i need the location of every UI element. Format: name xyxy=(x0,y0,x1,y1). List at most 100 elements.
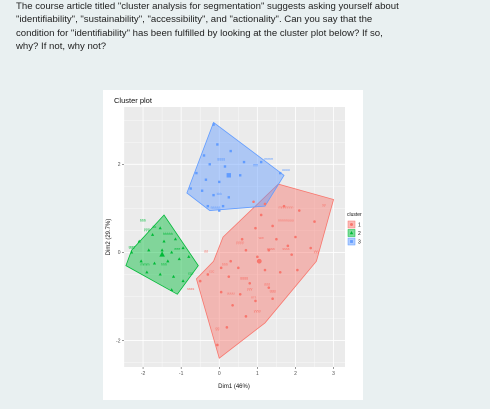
x-axis-label: Dim1 (46%) xyxy=(218,384,250,390)
data-point-cluster-2 xyxy=(181,246,185,250)
legend: cluster 1 2 3 xyxy=(347,212,362,246)
point-label: gggg xyxy=(217,157,225,161)
data-point-cluster-1 xyxy=(248,281,252,285)
data-point-cluster-1 xyxy=(227,275,231,278)
point-label: rrrr xyxy=(251,296,257,300)
data-point-cluster-1 xyxy=(271,297,274,300)
data-point-cluster-1 xyxy=(240,237,244,241)
point-label: ccc xyxy=(209,269,215,273)
question-line: The course article titled "cluster analy… xyxy=(16,1,399,12)
point-label: yyy xyxy=(314,249,320,253)
y-axis-label: Dim2 (29.7%) xyxy=(106,219,112,256)
point-label: mmm xyxy=(264,157,273,161)
data-point-cluster-1 xyxy=(282,204,286,208)
y-tick-label: 0 xyxy=(118,250,121,256)
question-line: why? If not, why not? xyxy=(16,40,107,52)
data-point-cluster-2 xyxy=(173,237,178,241)
data-point-cluster-1 xyxy=(286,244,290,248)
data-point-cluster-1 xyxy=(252,200,255,204)
data-point-cluster-2 xyxy=(170,250,174,254)
data-point-cluster-2 xyxy=(166,259,170,263)
data-point-cluster-3 xyxy=(221,204,225,208)
data-point-cluster-1 xyxy=(216,343,219,347)
data-point-cluster-2 xyxy=(158,272,162,276)
data-point-cluster-3 xyxy=(216,143,219,146)
centroid-cluster-1 xyxy=(256,258,262,264)
cluster-hull-3 xyxy=(186,121,285,211)
y-tick-label: -2 xyxy=(116,338,121,344)
data-point-cluster-2 xyxy=(137,239,141,243)
data-point-cluster-1 xyxy=(229,259,232,263)
point-label: bbb xyxy=(222,263,228,267)
question-line: condition for "identifiability" has been… xyxy=(16,27,383,39)
data-point-cluster-3 xyxy=(202,154,206,157)
point-label: ssss xyxy=(187,287,194,291)
point-label: fffff xyxy=(253,163,258,167)
data-point-cluster-3 xyxy=(195,171,198,175)
data-point-cluster-3 xyxy=(259,160,263,164)
data-point-cluster-1 xyxy=(238,292,242,296)
data-point-cluster-2 xyxy=(152,261,157,265)
y-tick-label: 2 xyxy=(118,162,121,168)
data-point-cluster-2 xyxy=(170,288,174,291)
data-point-cluster-3 xyxy=(239,174,242,177)
point-label: gg xyxy=(215,327,219,331)
data-point-cluster-2 xyxy=(130,250,134,254)
data-point-cluster-1 xyxy=(254,299,257,303)
data-point-cluster-1 xyxy=(254,226,257,230)
point-label: yyy xyxy=(247,287,253,291)
point-label: ww xyxy=(259,236,265,240)
plot-panel xyxy=(124,107,345,367)
data-point-cluster-1 xyxy=(263,268,267,272)
data-point-cluster-2 xyxy=(177,257,181,261)
legend-label-2: 2 xyxy=(358,231,361,237)
data-point-cluster-1 xyxy=(296,268,299,272)
legend-label-1: 1 xyxy=(358,223,361,229)
data-point-cluster-3 xyxy=(227,196,230,199)
data-point-cluster-1 xyxy=(294,235,297,239)
data-point-cluster-1 xyxy=(244,315,248,318)
legend-symbol-2 xyxy=(349,231,354,235)
data-point-cluster-2 xyxy=(187,255,191,258)
data-point-cluster-1 xyxy=(225,326,229,329)
legend-symbol-1 xyxy=(350,223,353,226)
data-point-cluster-3 xyxy=(200,189,204,192)
point-label: hhh xyxy=(161,263,167,267)
point-label: ssss xyxy=(282,247,289,251)
x-tick-label: -1 xyxy=(179,371,184,377)
data-point-cluster-1 xyxy=(267,248,271,252)
data-point-cluster-1 xyxy=(237,266,240,270)
data-point-cluster-1 xyxy=(271,224,274,228)
data-point-cluster-2 xyxy=(160,248,164,252)
data-point-cluster-1 xyxy=(267,286,271,289)
point-label: eee xyxy=(174,247,180,251)
point-label: aaaaa xyxy=(210,205,220,209)
data-point-cluster-1 xyxy=(290,253,293,256)
point-label: gggg xyxy=(240,276,248,280)
point-label: mmm xyxy=(140,263,149,267)
data-point-cluster-3 xyxy=(208,163,211,166)
data-point-cluster-1 xyxy=(231,304,234,307)
point-label: hhhhh xyxy=(163,232,173,236)
legend-symbol-3 xyxy=(350,240,353,243)
question-line: "identifiability", "sustainability", "ac… xyxy=(16,14,373,26)
cluster-plot-figure: Cluster plot mnnnnnn nnnnnooo pppp ww aaaa ss… xyxy=(103,90,363,400)
data-point-cluster-3 xyxy=(212,193,215,197)
data-points xyxy=(130,123,316,347)
data-point-cluster-1 xyxy=(206,273,210,276)
data-point-cluster-1 xyxy=(219,290,223,294)
x-tick-label: -2 xyxy=(141,371,146,377)
point-label: kk xyxy=(153,225,157,229)
x-tick-label: 3 xyxy=(332,371,335,377)
x-tick-label: 0 xyxy=(218,371,221,377)
point-label: ddd xyxy=(264,282,270,286)
data-point-cluster-2 xyxy=(181,279,185,283)
point-label: nnnnnooo xyxy=(278,219,294,223)
point-label: bbb xyxy=(140,219,146,223)
data-point-cluster-1 xyxy=(278,270,282,274)
data-point-cluster-1 xyxy=(259,213,263,217)
data-point-cluster-2 xyxy=(158,226,162,230)
data-point-cluster-2 xyxy=(147,248,151,252)
data-point-cluster-2 xyxy=(150,232,155,236)
